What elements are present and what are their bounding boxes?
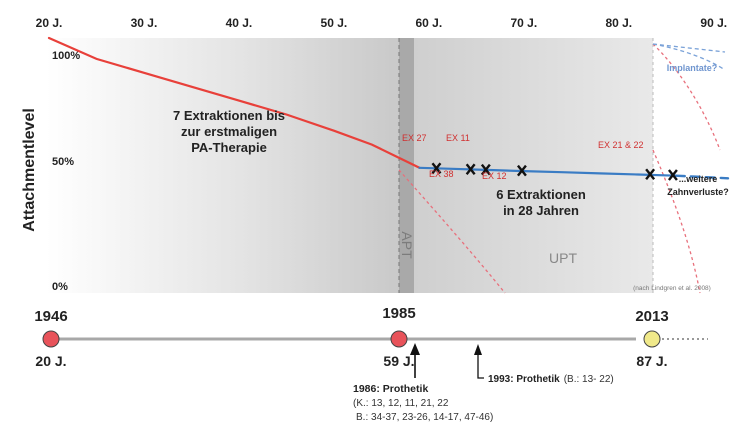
implant-curve-2 (652, 43, 726, 71)
ex-label-21-22: EX 21 & 22 (598, 140, 644, 150)
timeline-age-2013: 87 J. (636, 353, 667, 369)
y-axis-label: Attachmentlevel (21, 108, 38, 232)
implant-note: Implantate? (667, 63, 718, 73)
timeline-age-1985: 59 J. (383, 353, 414, 369)
apt-region (399, 38, 414, 293)
timeline-dot-1946 (42, 330, 60, 348)
timeline-year-1985: 1985 (382, 305, 415, 322)
x-tick-label: 30 J. (131, 16, 158, 30)
note-1986-line1: (K.: 13, 12, 11, 21, 22 (353, 398, 449, 409)
note-1993-title: 1993: Prothetik (488, 374, 560, 385)
note-1986-title: 1986: Prothetik (353, 383, 428, 395)
x-tick-label: 90 J. (700, 16, 727, 30)
x-tick-labels: 20 J. 30 J. 40 J. 50 J. 60 J. 70 J. 80 J. 90 J. (36, 16, 727, 30)
extraction-x-mark (667, 169, 678, 181)
note-1993: 1993: Prothetik (B.: 13- 22) (488, 374, 614, 385)
ex-label-38: EX 38 (429, 169, 454, 179)
timeline-year-1946: 1946 (34, 308, 67, 325)
falloff-curve-right-2 (652, 149, 701, 294)
series-line-1 (418, 166, 677, 177)
x-tick-label: 80 J. (605, 16, 632, 30)
y-tick-label: 0% (52, 281, 68, 293)
arrow-1986 (410, 343, 420, 378)
x-tick-label: 40 J. (226, 16, 253, 30)
note-1986-line2: B.: 34-37, 23-26, 14-17, 47-46) (356, 412, 493, 423)
plot-background (46, 38, 399, 293)
region-label-upt: UPT (549, 250, 577, 266)
series-line-2 (674, 174, 730, 180)
note-left-line2: zur erstmaligen (181, 124, 277, 139)
extraction-x-mark (516, 164, 527, 177)
extraction-x-mark (645, 168, 656, 181)
note-1993-detail: (B.: 13- 22) (564, 374, 614, 385)
extraction-x-mark (480, 163, 491, 176)
source-note: (nach Lindgren et al. 2008) (633, 285, 711, 292)
x-tick-label: 70 J. (510, 16, 537, 30)
y-tick-label: 100% (52, 50, 80, 62)
note-left-line1: 7 Extraktionen bis (173, 108, 285, 123)
note-mid-line1: 6 Extraktionen (496, 187, 586, 202)
extraction-x-mark (465, 163, 476, 175)
x-tick-label: 50 J. (321, 16, 348, 30)
region-label-apt: APT (399, 231, 415, 259)
series-group (47, 36, 730, 180)
note-left-line3: PA-Therapie (191, 140, 267, 155)
ex-label-12: EX 12 (482, 171, 507, 181)
timeline-dot-1985 (390, 330, 408, 348)
implant-curve-1 (652, 43, 726, 53)
series-line-0 (47, 36, 421, 169)
ex-label-11: EX 11 (446, 133, 470, 143)
note-right-line1: ...weitere (679, 174, 718, 184)
y-tick-labels: 100% 50% 0% (52, 50, 80, 293)
timeline-age-1946: 20 J. (35, 353, 66, 369)
extraction-marks (431, 162, 678, 181)
note-mid-line2: in 28 Jahren (503, 203, 579, 218)
upt-region (414, 38, 653, 293)
ex-label-27: EX 27 (402, 133, 427, 143)
note-right-line2: Zahnverluste? (667, 187, 729, 197)
x-tick-label: 60 J. (416, 16, 443, 30)
extraction-x-mark (431, 162, 442, 175)
arrow-1993 (474, 344, 484, 379)
x-tick-label: 20 J. (36, 16, 63, 30)
y-tick-label: 50% (52, 156, 74, 168)
falloff-curve-right-1 (652, 43, 721, 151)
timeline-year-2013: 2013 (635, 308, 668, 325)
timeline-dot-2013 (643, 330, 661, 348)
